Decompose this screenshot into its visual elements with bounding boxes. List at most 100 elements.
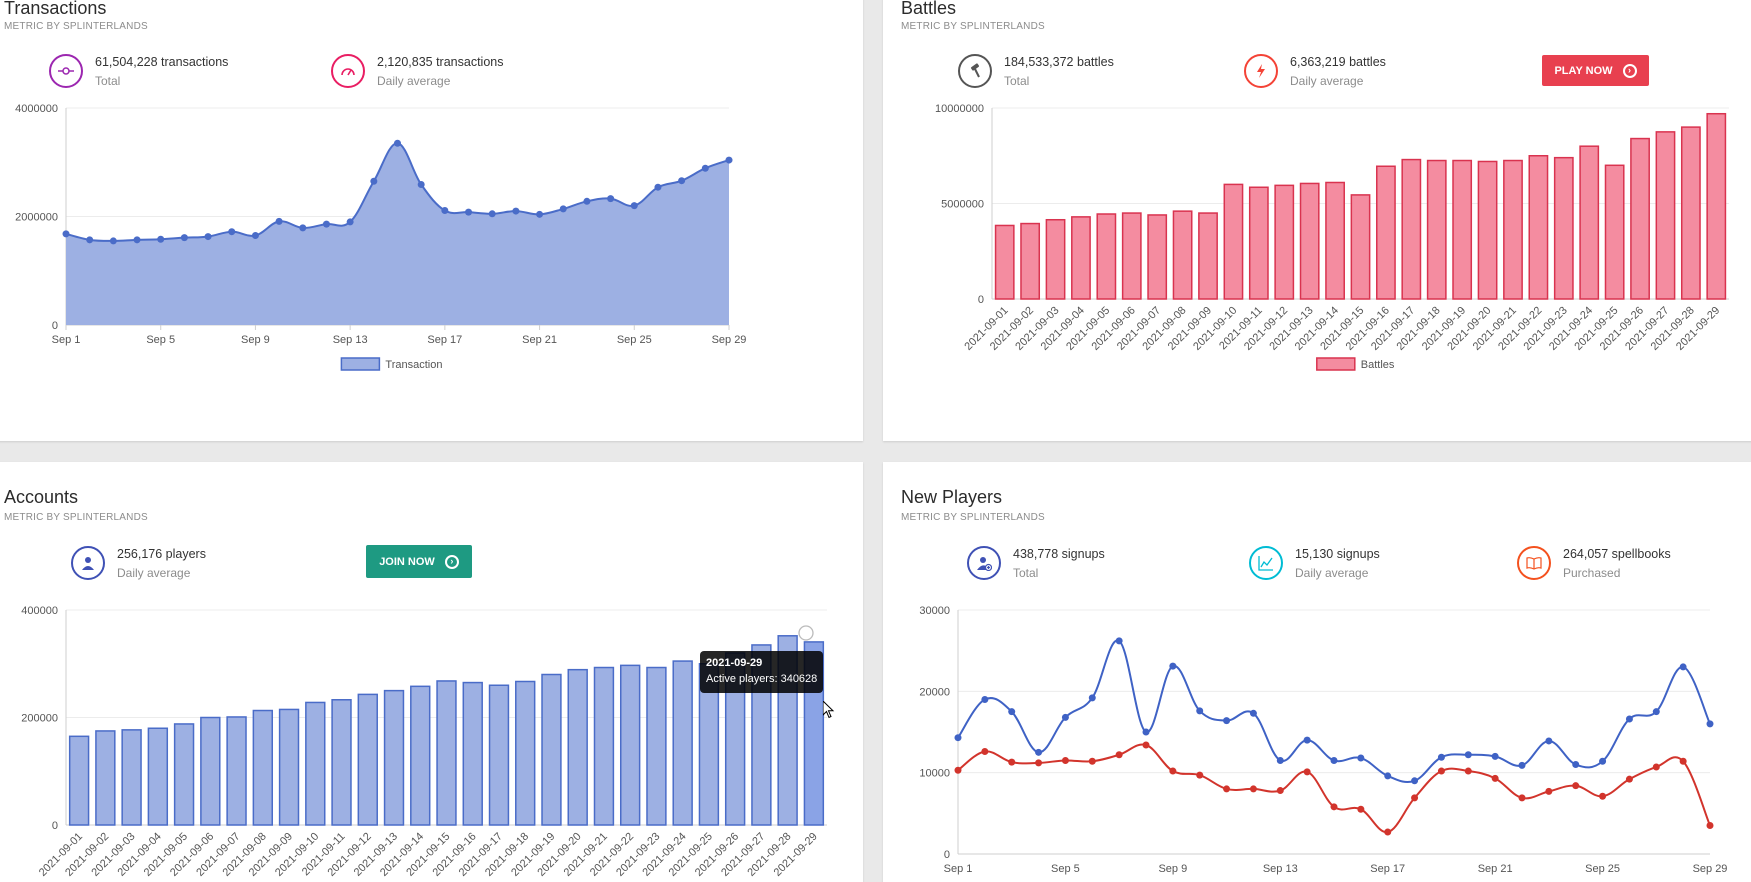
data-point: [417, 180, 425, 188]
x-tick-label: Sep 29: [1693, 863, 1728, 875]
x-tick-label: Sep 13: [1263, 863, 1298, 875]
stat-daily-players: 256,176 players Daily average: [71, 545, 206, 582]
card-subtitle: METRIC BY SPLINTERLANDS: [4, 21, 148, 32]
area-fill: [66, 143, 729, 325]
data-point: [251, 231, 259, 239]
user-icon: [71, 546, 105, 581]
bar: [278, 708, 300, 826]
accounts-chart[interactable]: 02000004000002021-09-012021-09-022021-09…: [0, 462, 863, 882]
bar: [95, 730, 116, 826]
data-point: [1572, 761, 1580, 769]
bar: [1376, 165, 1396, 300]
new-players-card: New Players METRIC BY SPLINTERLANDS 438,…: [883, 462, 1751, 882]
data-point: [701, 164, 709, 172]
data-point: [1330, 756, 1338, 764]
data-point: [1679, 663, 1687, 671]
data-point: [62, 230, 70, 238]
hammer-icon: [958, 54, 992, 89]
stat-total-battles: 184,533,372 battles Total: [958, 53, 1114, 90]
bar: [619, 664, 641, 826]
transactions-chart[interactable]: 0 2000000 4000000 Sep 1 Sep 5 Sep 9 Sep 13 Sep …: [0, 0, 863, 441]
data-point: [275, 217, 283, 225]
bar: [1096, 213, 1117, 300]
mouse-cursor-icon: [823, 701, 835, 719]
data-point: [583, 197, 591, 205]
y-tick-label: 200000: [21, 713, 58, 725]
stat-label: Purchased: [1563, 565, 1621, 580]
bar: [541, 673, 562, 826]
bar: [488, 684, 510, 826]
data-point: [1303, 768, 1311, 776]
y-tick-label: 0: [52, 320, 58, 332]
bar: [1121, 212, 1142, 300]
x-tick-label: Sep 5: [146, 334, 175, 346]
join-now-button[interactable]: JOIN NOW ›: [366, 545, 472, 578]
x-tick-label: Sep 25: [1585, 863, 1620, 875]
bar: [121, 729, 142, 826]
button-label: PLAY NOW: [1554, 64, 1613, 77]
data-point: [299, 224, 307, 232]
data-point: [1545, 737, 1553, 745]
bar: [1071, 216, 1091, 300]
data-point: [1572, 782, 1580, 790]
battles-chart[interactable]: 05000000100000002021-09-012021-09-022021…: [883, 0, 1751, 441]
stat-value: 15,130 signups: [1295, 547, 1380, 561]
y-tick-label: 2000000: [15, 212, 58, 224]
bar: [1655, 131, 1676, 300]
x-tick-label: Sep 17: [427, 334, 462, 346]
tooltip-date: 2021-09-29: [706, 657, 763, 669]
data-point: [228, 228, 236, 236]
play-now-button[interactable]: PLAY NOW ›: [1542, 55, 1649, 86]
new-players-chart[interactable]: 0 10000 20000 30000 Sep 1 Sep 5 Sep 9 Sep 13 Sep…: [883, 462, 1751, 882]
x-tick-label: Sep 25: [617, 334, 652, 346]
x-tick-label: Sep 9: [241, 334, 270, 346]
transactions-card: Transactions METRIC BY SPLINTERLANDS 61,…: [0, 0, 863, 441]
series-line: [957, 639, 1711, 784]
bar: [1350, 194, 1371, 300]
data-point: [1169, 767, 1177, 775]
data-point: [1491, 774, 1499, 782]
data-point: [157, 235, 165, 243]
stat-label: Total: [1004, 73, 1030, 88]
data-point: [954, 766, 962, 774]
y-tick-label: 400000: [21, 605, 58, 617]
stat-label: Total: [95, 73, 121, 88]
y-tick-label: 20000: [919, 686, 950, 698]
card-subtitle: METRIC BY SPLINTERLANDS: [4, 512, 148, 523]
data-point: [86, 236, 94, 244]
chart-tooltip: 2021-09-29 Active players: 340628: [700, 651, 824, 693]
stat-value: 256,176 players: [117, 547, 206, 561]
data-point: [1625, 715, 1633, 723]
data-point: [1437, 753, 1445, 761]
bar: [1680, 126, 1701, 300]
y-tick-label: 5000000: [941, 199, 984, 211]
stat-label: Daily average: [1290, 73, 1364, 88]
card-title: Transactions: [4, 0, 107, 18]
data-point: [1142, 728, 1150, 736]
data-point: [1276, 756, 1284, 764]
data-point: [133, 236, 141, 244]
bar: [1579, 145, 1600, 300]
data-point: [536, 210, 544, 218]
data-point: [1384, 772, 1392, 780]
bar: [1045, 218, 1066, 300]
data-point: [109, 237, 117, 245]
data-point: [1223, 785, 1231, 793]
stat-total-signups: 438,778 signups Total: [967, 545, 1105, 582]
stat-value: 61,504,228 transactions: [95, 55, 229, 69]
bar: [305, 701, 326, 826]
accounts-card: Accounts METRIC BY SPLINTERLANDS 256,176…: [0, 462, 863, 882]
y-tick-label: 4000000: [15, 103, 58, 115]
data-point: [1276, 787, 1284, 795]
stat-label: Daily average: [1295, 565, 1369, 580]
x-tick-label: Sep 29: [712, 334, 747, 346]
bar: [1452, 159, 1473, 300]
stat-label: Total: [1013, 565, 1039, 580]
bar: [1630, 137, 1650, 300]
bar: [200, 716, 221, 826]
legend-swatch: [1316, 357, 1356, 371]
bar: [1553, 156, 1574, 300]
y-tick-label: 0: [52, 820, 58, 832]
stat-daily-signups: 15,130 signups Daily average: [1249, 545, 1380, 582]
data-point: [1061, 713, 1069, 721]
